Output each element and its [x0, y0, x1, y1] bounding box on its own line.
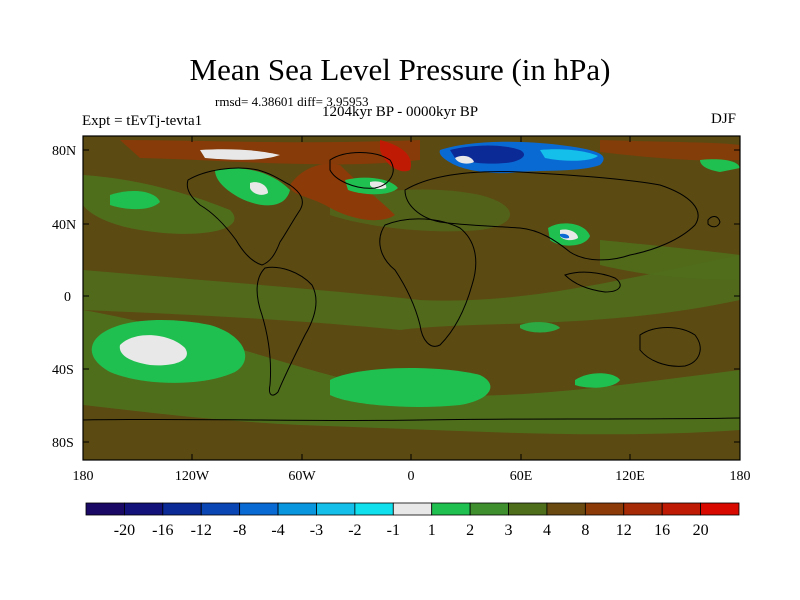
labrador-high — [290, 163, 395, 221]
arctic-canada-patch — [200, 149, 280, 160]
north-america-coast — [186, 167, 303, 266]
colorbar-swatch — [124, 502, 164, 516]
lat-label: 0 — [64, 290, 71, 305]
colorbar-swatch — [316, 502, 356, 516]
canada-core — [250, 182, 268, 195]
latitude-labels: 80N 40N 0 40S 80S — [52, 144, 76, 451]
arctic-high-east — [600, 140, 740, 161]
southern-ocean-band — [83, 310, 740, 435]
axis-ticks — [83, 136, 740, 460]
bering-low — [700, 159, 740, 172]
lon-label: 180 — [73, 469, 94, 484]
colorbar-label: 4 — [543, 522, 551, 539]
eurasia-coast — [404, 171, 699, 261]
colorbar-swatch — [469, 502, 509, 516]
season-label: DJF — [711, 111, 737, 127]
colorbar-label: -4 — [271, 522, 284, 539]
lat-label: 40S — [52, 363, 74, 378]
japan-coast — [707, 216, 721, 228]
colorbar-label: -1 — [387, 522, 400, 539]
south-america-coast — [256, 266, 317, 396]
aleutian-low — [110, 190, 160, 210]
colorbar-swatch — [584, 502, 625, 516]
arctic-high-core — [380, 140, 411, 172]
lat-label: 80S — [52, 436, 74, 451]
longitude-labels: 180 120W 60W 0 60E 120E 180 — [73, 469, 751, 484]
colorbar-label: 20 — [693, 522, 709, 539]
map-title: Mean Sea Level Pressure (in hPa) — [189, 52, 611, 87]
lat-label: 80N — [52, 144, 76, 159]
africa-coast — [379, 218, 477, 347]
siberian-white-patch — [455, 155, 474, 164]
indonesia-coast — [564, 271, 621, 293]
colorbar-label: -12 — [191, 522, 212, 539]
colorbar-swatch — [431, 502, 471, 516]
colorbar-swatch — [546, 502, 586, 516]
colorbar-swatch — [392, 502, 433, 516]
colorbar — [85, 502, 740, 516]
colorbar-label: 12 — [616, 522, 632, 539]
madagascar-low — [520, 322, 560, 333]
greenland-core — [370, 181, 387, 189]
colorbar-swatch — [661, 502, 701, 516]
colorbar-label: 8 — [581, 522, 589, 539]
colorbar-swatch — [200, 502, 241, 516]
north-pacific-zone — [83, 175, 235, 234]
pressure-field — [83, 136, 740, 460]
greenland-coast — [329, 152, 394, 189]
antarctica-coast — [83, 417, 740, 422]
colorbar-label: 3 — [505, 522, 513, 539]
colorbar-label: 2 — [466, 522, 474, 539]
tropical-band — [83, 255, 740, 330]
colorbar-swatch — [623, 502, 663, 516]
time-period-label: 1204kyr BP - 0000kyr BP — [322, 104, 479, 120]
colorbar-label: 1 — [428, 522, 436, 539]
lon-label: 120W — [175, 469, 210, 484]
colorbar-label: -3 — [310, 522, 323, 539]
colorbar-label: 16 — [654, 522, 670, 539]
colorbar-swatch — [354, 502, 394, 516]
colorbar-swatch — [700, 502, 740, 516]
tibet-center — [560, 233, 570, 239]
colorbar-label: -8 — [233, 522, 246, 539]
lon-label: 180 — [730, 469, 751, 484]
colorbar-swatch — [162, 502, 202, 516]
coastlines — [83, 152, 740, 422]
west-pacific-zone — [600, 240, 740, 280]
lat-label: 40N — [52, 218, 76, 233]
colorbar-swatch — [508, 502, 548, 516]
experiment-label: Expt = tEvTj-tevta1 — [82, 113, 203, 129]
colorbar-swatch — [85, 502, 125, 516]
kara-sea-low — [540, 149, 598, 161]
lon-label: 60E — [510, 469, 533, 484]
lon-label: 60W — [288, 469, 316, 484]
rmsd-diff-stats: rmsd= 4.38601 diff= 3.95953 — [215, 94, 369, 109]
colorbar-label: -16 — [152, 522, 173, 539]
lon-label: 0 — [408, 469, 415, 484]
colorbar-swatch — [239, 502, 279, 516]
colorbar-label: -20 — [114, 522, 135, 539]
south-atlantic-low — [330, 368, 491, 407]
colorbar-labels: -20 -16 -12 -8 -4 -3 -2 -1 1 2 3 4 8 12 16 20 — [114, 522, 709, 539]
lon-label: 120E — [615, 469, 645, 484]
indian-ocean-low — [575, 373, 620, 388]
arctic-high-west — [120, 140, 420, 165]
colorbar-swatch — [277, 502, 317, 516]
australia-coast — [639, 327, 701, 367]
south-pacific-core — [119, 335, 187, 366]
colorbar-label: -2 — [348, 522, 361, 539]
